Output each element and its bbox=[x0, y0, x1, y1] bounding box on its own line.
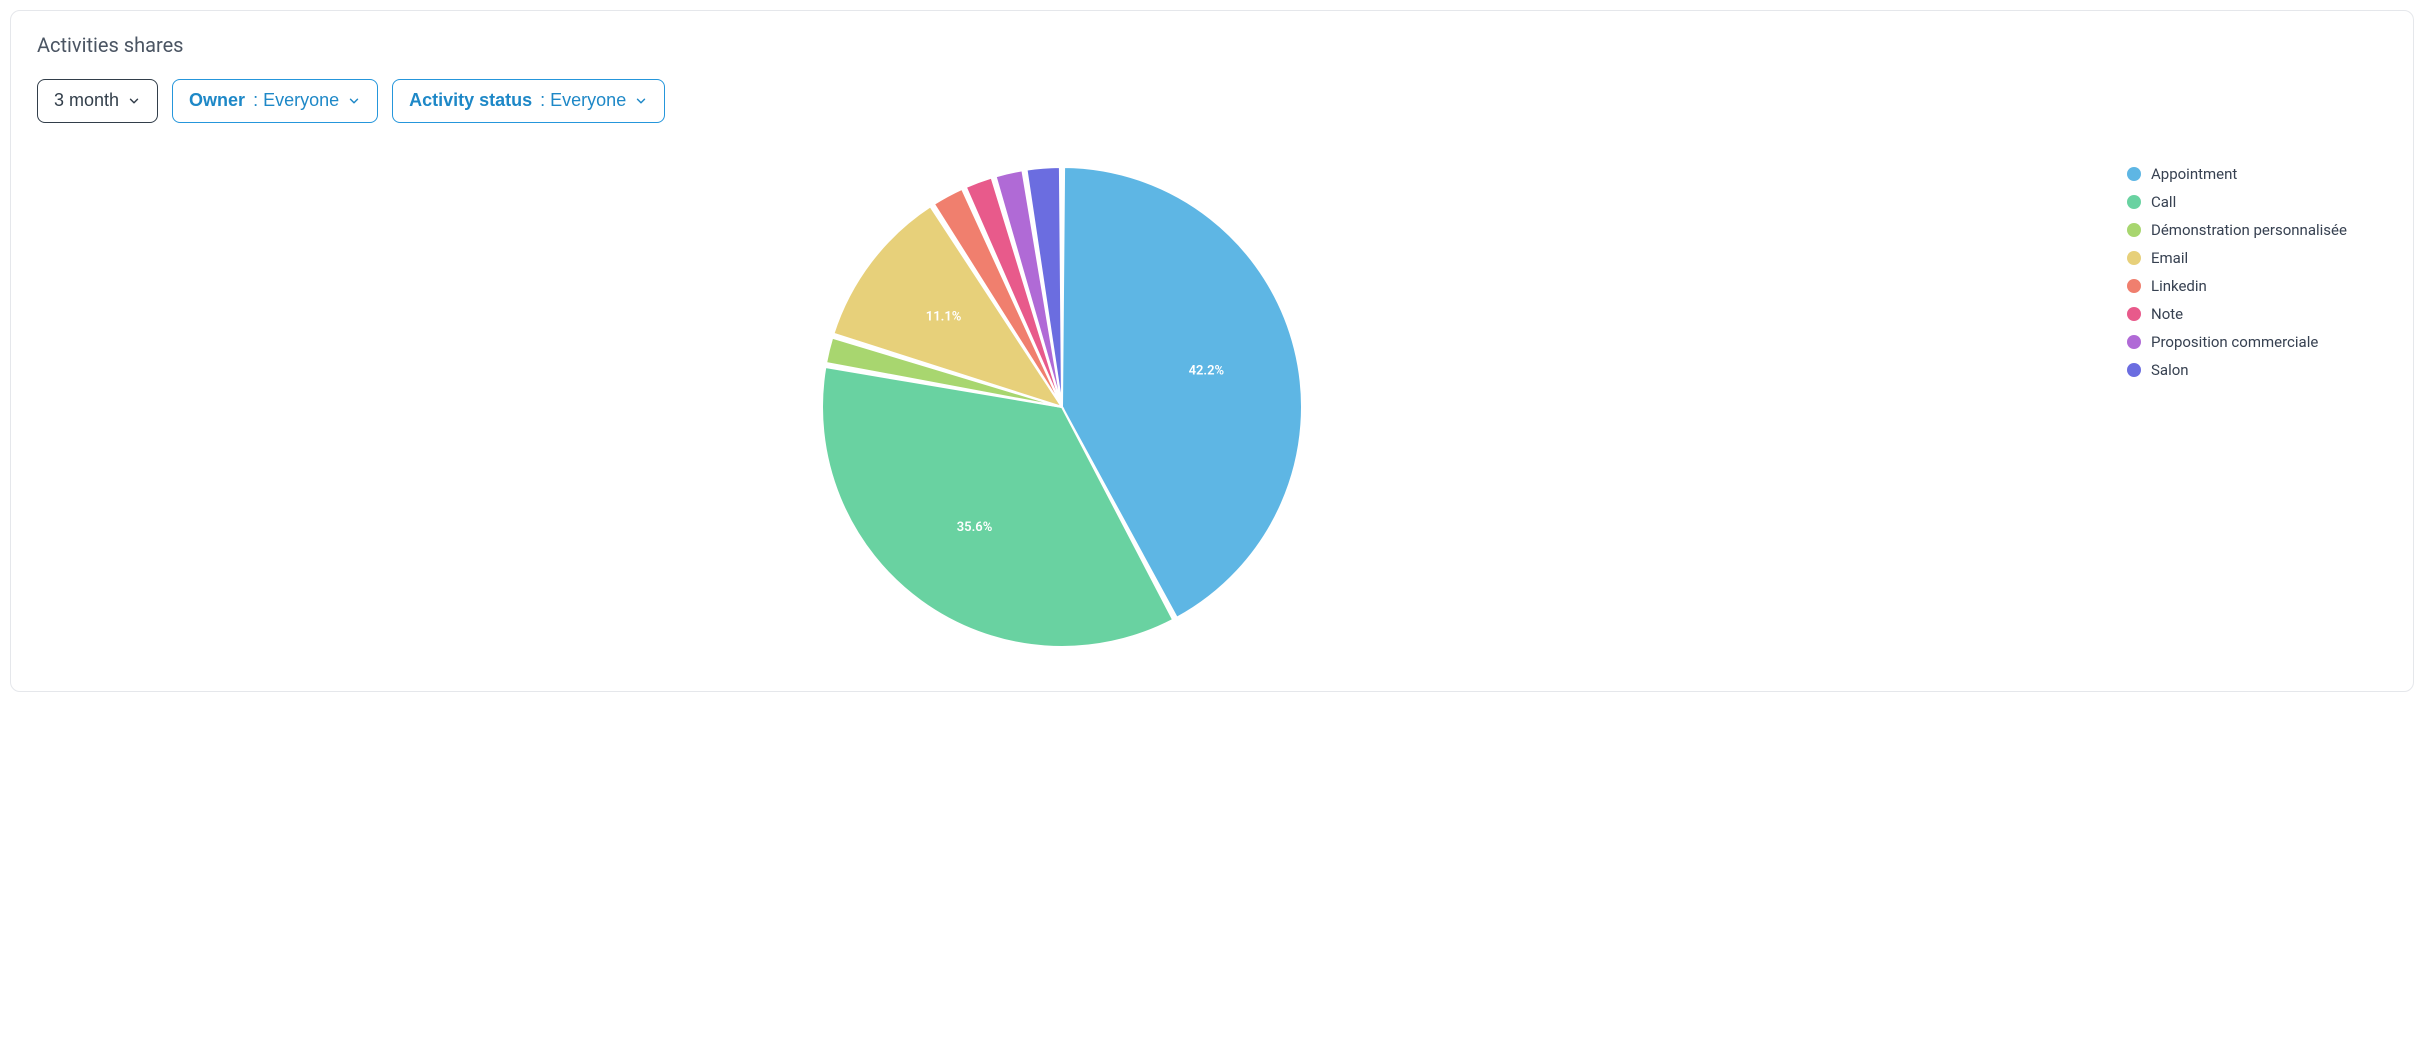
status-filter-label: Activity status bbox=[409, 90, 532, 112]
legend-item[interactable]: Salon bbox=[2127, 361, 2387, 379]
legend-item[interactable]: Proposition commerciale bbox=[2127, 333, 2387, 351]
chart-row: 42.2% 35.6% 11.1% Appointment Call Démonstra… bbox=[37, 141, 2387, 667]
legend-item[interactable]: Démonstration personnalisée bbox=[2127, 221, 2387, 239]
status-filter-value: : Everyone bbox=[540, 90, 626, 112]
pie-slice-label: 42.2% bbox=[1189, 363, 1225, 378]
owner-filter[interactable]: Owner : Everyone bbox=[172, 79, 378, 123]
legend-label: Email bbox=[2151, 249, 2188, 267]
legend-dot bbox=[2127, 307, 2141, 321]
chevron-down-icon bbox=[634, 94, 648, 108]
activities-card: Activities shares 3 month Owner : Everyo… bbox=[10, 10, 2414, 692]
legend-label: Call bbox=[2151, 193, 2176, 211]
pie-wrap: 42.2% 35.6% 11.1% bbox=[37, 147, 2087, 667]
owner-filter-label: Owner bbox=[189, 90, 245, 112]
legend-item[interactable]: Appointment bbox=[2127, 165, 2387, 183]
legend-item[interactable]: Call bbox=[2127, 193, 2387, 211]
status-filter[interactable]: Activity status : Everyone bbox=[392, 79, 665, 123]
legend-dot bbox=[2127, 363, 2141, 377]
chevron-down-icon bbox=[347, 94, 361, 108]
legend-item[interactable]: Linkedin bbox=[2127, 277, 2387, 295]
legend-dot bbox=[2127, 195, 2141, 209]
legend-label: Note bbox=[2151, 305, 2183, 323]
legend-label: Appointment bbox=[2151, 165, 2237, 183]
legend-label: Salon bbox=[2151, 361, 2189, 379]
period-filter[interactable]: 3 month bbox=[37, 79, 158, 123]
owner-filter-value: : Everyone bbox=[253, 90, 339, 112]
legend-item[interactable]: Note bbox=[2127, 305, 2387, 323]
period-filter-label: 3 month bbox=[54, 90, 119, 112]
legend-dot bbox=[2127, 251, 2141, 265]
legend: Appointment Call Démonstration personnalis… bbox=[2127, 147, 2387, 389]
legend-dot bbox=[2127, 335, 2141, 349]
chevron-down-icon bbox=[127, 94, 141, 108]
legend-item[interactable]: Email bbox=[2127, 249, 2387, 267]
legend-label: Démonstration personnalisée bbox=[2151, 221, 2347, 239]
legend-label: Proposition commerciale bbox=[2151, 333, 2318, 351]
pie-slice-label: 11.1% bbox=[926, 309, 962, 324]
legend-dot bbox=[2127, 223, 2141, 237]
legend-dot bbox=[2127, 167, 2141, 181]
filters-row: 3 month Owner : Everyone Activity status… bbox=[37, 79, 2387, 123]
pie-slice-label: 35.6% bbox=[957, 519, 993, 534]
legend-label: Linkedin bbox=[2151, 277, 2207, 295]
pie-chart: 42.2% 35.6% 11.1% bbox=[762, 147, 1362, 667]
card-title: Activities shares bbox=[37, 33, 2387, 57]
legend-dot bbox=[2127, 279, 2141, 293]
